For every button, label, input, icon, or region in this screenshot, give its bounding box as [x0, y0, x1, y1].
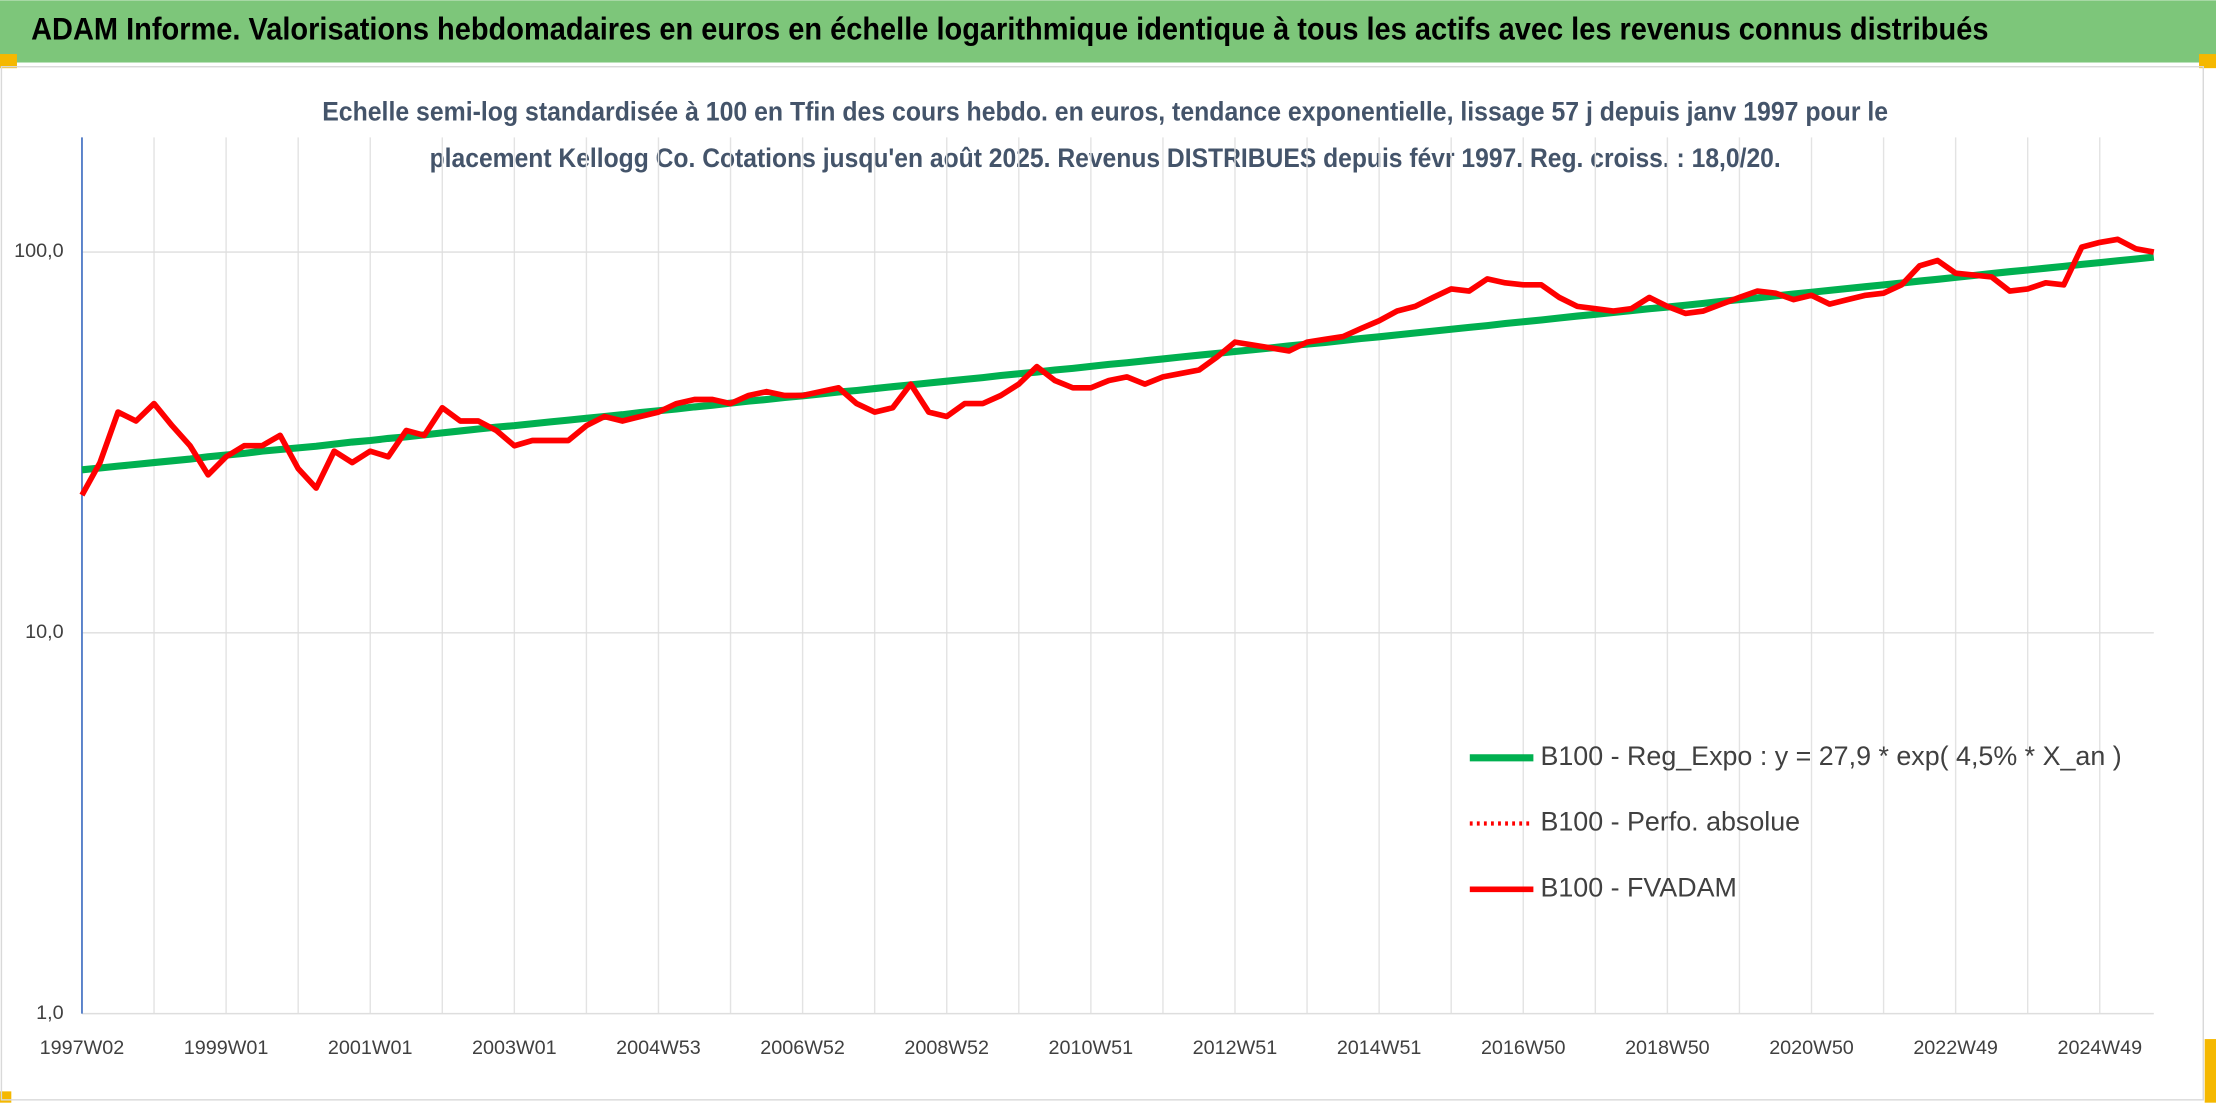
legend-label: B100 - Reg_Expo : y = 27,9 * exp( 4,5% *…	[1540, 741, 2121, 771]
x-tick-label: 2012W51	[1193, 1037, 1278, 1059]
legend-label: B100 - Perfo. absolue	[1540, 807, 1800, 837]
title-banner	[0, 0, 2216, 63]
grid: 1997W02 1999W01 2001W01 2003W01 2004W53 2006W…	[14, 137, 2154, 1059]
plot-area	[79, 236, 2155, 497]
x-tick-label: 2024W49	[2057, 1037, 2142, 1059]
x-tick-label: 2022W49	[1913, 1037, 1998, 1059]
x-tick-label: 2010W51	[1049, 1037, 1134, 1059]
y-tick-label: 10,0	[25, 621, 63, 643]
x-tick-label: 2018W50	[1625, 1037, 1710, 1059]
x-tick-label: 2014W51	[1337, 1037, 1422, 1059]
x-tick-label: 2003W01	[472, 1037, 557, 1059]
y-tick-label: 100,0	[14, 240, 63, 262]
chart-subtitle: Echelle semi-log standardisée à 100 en T…	[322, 96, 1888, 126]
corner	[2204, 1039, 2216, 1103]
x-tick-label: 1997W02	[40, 1037, 125, 1059]
corner	[2199, 54, 2216, 69]
y-tick-label: 1,0	[36, 1002, 63, 1024]
x-tick-label: 2004W53	[616, 1037, 701, 1059]
chart-title: ADAM Informe. Valorisations hebdomadaire…	[31, 12, 1988, 47]
legend: B100 - Reg_Expo : y = 27,9 * exp( 4,5% *…	[1469, 741, 2122, 902]
data-line	[79, 236, 2155, 497]
legend-label: B100 - FVADAM	[1540, 872, 1736, 902]
x-tick-label: 2008W52	[904, 1037, 989, 1059]
corner	[0, 54, 17, 69]
x-tick-label: 2001W01	[328, 1037, 413, 1059]
x-tick-label: 2020W50	[1769, 1037, 1854, 1059]
x-tick-label: 2016W50	[1481, 1037, 1566, 1059]
chart-subtitle: placement Kellogg Co. Cotations jusqu'en…	[430, 143, 1781, 173]
frame	[0, 66, 2204, 1101]
x-tick-label: 2006W52	[760, 1037, 845, 1059]
corner	[0, 1091, 12, 1103]
x-tick-label: 1999W01	[184, 1037, 269, 1059]
